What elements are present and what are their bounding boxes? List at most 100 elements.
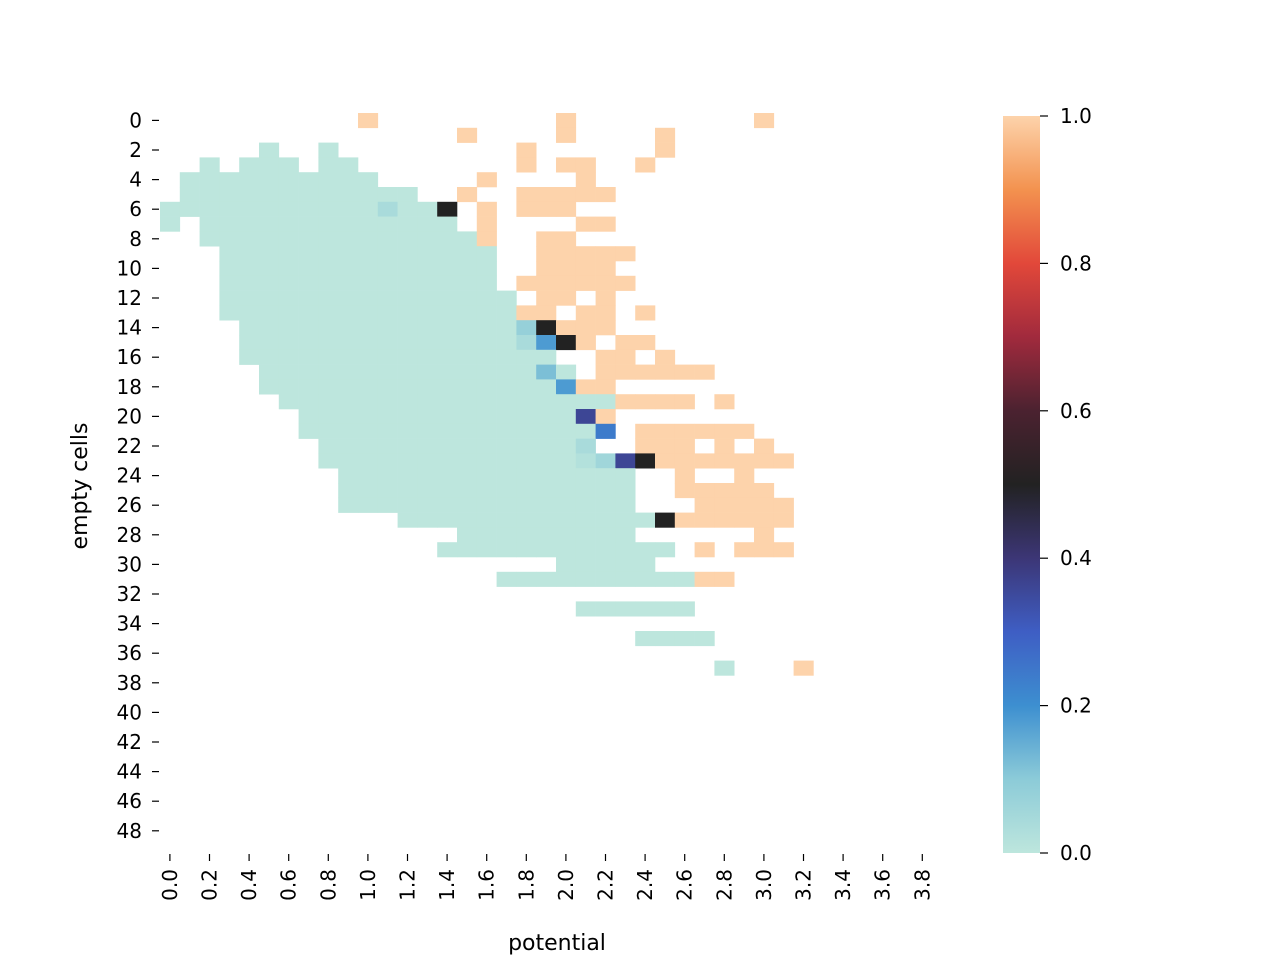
heatmap-cell bbox=[179, 201, 200, 217]
heatmap-cell bbox=[338, 349, 359, 365]
heatmap-cell bbox=[338, 201, 359, 217]
heatmap-cell bbox=[536, 527, 557, 543]
heatmap-cell bbox=[655, 453, 676, 469]
heatmap-cell bbox=[318, 335, 339, 351]
heatmap-cell bbox=[516, 571, 537, 587]
heatmap-cell bbox=[377, 379, 398, 395]
heatmap-cell bbox=[338, 409, 359, 425]
heatmap-cell bbox=[655, 142, 676, 158]
heatmap-cell bbox=[476, 453, 497, 469]
heatmap-cell bbox=[575, 453, 596, 469]
heatmap-cell bbox=[318, 216, 339, 232]
heatmap-cell bbox=[536, 187, 557, 203]
heatmap-cell bbox=[496, 483, 517, 499]
heatmap-cell bbox=[536, 394, 557, 410]
y-tick-label: 26 bbox=[117, 493, 142, 517]
heatmap-cell bbox=[278, 172, 299, 188]
heatmap-cell bbox=[457, 438, 478, 454]
colorbar-tick-label: 0.4 bbox=[1060, 546, 1092, 570]
heatmap-cell bbox=[219, 305, 240, 321]
y-tick-label: 48 bbox=[117, 819, 142, 843]
heatmap-cell bbox=[476, 275, 497, 291]
heatmap-cell bbox=[556, 290, 577, 306]
heatmap-cell bbox=[377, 497, 398, 513]
x-tick-label: 3.8 bbox=[910, 869, 934, 901]
heatmap-cell bbox=[516, 423, 537, 439]
heatmap-cell bbox=[239, 275, 260, 291]
heatmap-cell bbox=[674, 364, 695, 380]
heatmap-cell bbox=[318, 261, 339, 277]
heatmap-cell bbox=[358, 453, 379, 469]
heatmap-cell bbox=[278, 275, 299, 291]
heatmap-cell bbox=[457, 423, 478, 439]
heatmap-cell bbox=[476, 468, 497, 484]
heatmap-cell bbox=[575, 497, 596, 513]
heatmap-cell bbox=[655, 512, 676, 528]
heatmap-cell bbox=[358, 364, 379, 380]
heatmap-cell bbox=[734, 468, 755, 484]
heatmap-cell bbox=[417, 275, 438, 291]
heatmap-cell bbox=[298, 335, 319, 351]
heatmap-cell bbox=[318, 453, 339, 469]
heatmap-cell bbox=[457, 275, 478, 291]
heatmap-cell bbox=[417, 349, 438, 365]
heatmap-cell bbox=[358, 113, 379, 129]
heatmap-cell bbox=[259, 275, 280, 291]
heatmap-cell bbox=[476, 394, 497, 410]
heatmap-cell bbox=[595, 305, 616, 321]
heatmap-cell bbox=[516, 379, 537, 395]
heatmap-cell bbox=[358, 349, 379, 365]
x-tick-label: 2.4 bbox=[633, 869, 657, 901]
heatmap-cell bbox=[635, 453, 656, 469]
heatmap-cell bbox=[437, 394, 458, 410]
heatmap-cell bbox=[417, 335, 438, 351]
heatmap-cell bbox=[754, 483, 775, 499]
heatmap-cell bbox=[556, 483, 577, 499]
heatmap-cell bbox=[358, 172, 379, 188]
heatmap-cell bbox=[635, 631, 656, 647]
heatmap-cell bbox=[635, 557, 656, 573]
heatmap-cell bbox=[476, 409, 497, 425]
heatmap-cell bbox=[318, 305, 339, 321]
heatmap-cell bbox=[615, 571, 636, 587]
heatmap-cell bbox=[457, 497, 478, 513]
heatmap-cell bbox=[318, 379, 339, 395]
heatmap-cell bbox=[655, 364, 676, 380]
heatmap-cell bbox=[714, 660, 735, 676]
heatmap-cell bbox=[556, 201, 577, 217]
heatmap-cell bbox=[655, 349, 676, 365]
heatmap-cell bbox=[595, 468, 616, 484]
heatmap-cell bbox=[199, 187, 220, 203]
x-tick-label: 2.6 bbox=[673, 869, 697, 901]
heatmap-cell bbox=[496, 527, 517, 543]
heatmap-cell bbox=[496, 305, 517, 321]
heatmap-cell bbox=[754, 497, 775, 513]
y-tick-label: 38 bbox=[117, 671, 142, 695]
heatmap-cell bbox=[536, 261, 557, 277]
heatmap-cell bbox=[318, 438, 339, 454]
heatmap-cell bbox=[476, 423, 497, 439]
heatmap-cell bbox=[556, 187, 577, 203]
heatmap-cell bbox=[298, 187, 319, 203]
heatmap-cell bbox=[476, 542, 497, 558]
heatmap-cell bbox=[199, 201, 220, 217]
heatmap-cell bbox=[496, 438, 517, 454]
heatmap-cell bbox=[179, 172, 200, 188]
heatmap-cell bbox=[674, 631, 695, 647]
heatmap-cell bbox=[358, 231, 379, 247]
heatmap-cell bbox=[358, 497, 379, 513]
heatmap-cell bbox=[476, 320, 497, 336]
heatmap-cell bbox=[694, 364, 715, 380]
heatmap-cell bbox=[239, 320, 260, 336]
heatmap-cell bbox=[556, 394, 577, 410]
heatmap-cell bbox=[595, 290, 616, 306]
heatmap-cell bbox=[516, 542, 537, 558]
heatmap-cell bbox=[575, 571, 596, 587]
heatmap-cell bbox=[437, 379, 458, 395]
heatmap-cell bbox=[239, 172, 260, 188]
heatmap-cell bbox=[338, 157, 359, 173]
heatmap-cell bbox=[397, 201, 418, 217]
heatmap-cell bbox=[496, 423, 517, 439]
heatmap-cell bbox=[615, 483, 636, 499]
heatmap-cell bbox=[397, 349, 418, 365]
